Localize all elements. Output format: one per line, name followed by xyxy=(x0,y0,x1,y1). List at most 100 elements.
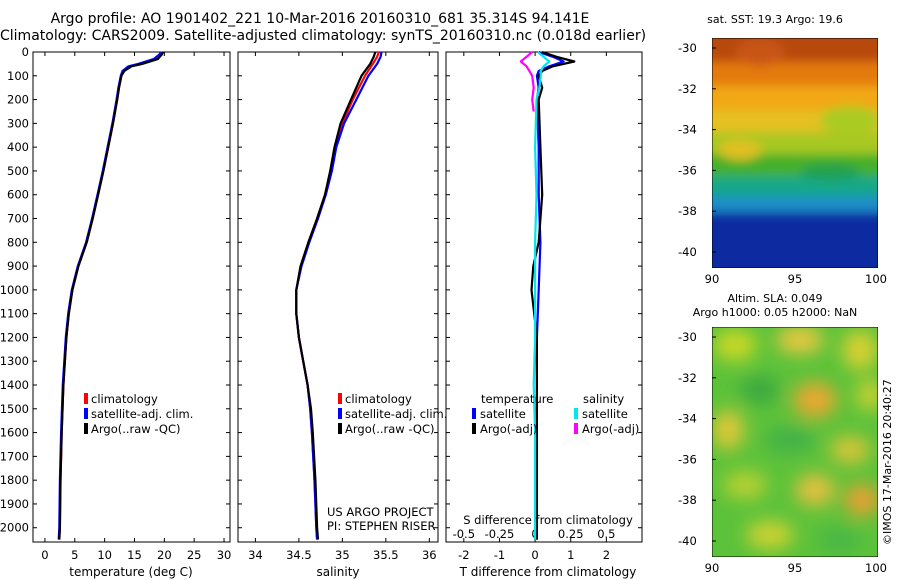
legend-label-t-argo: Argo(-adj) xyxy=(480,422,537,436)
salinity-legend: climatology satellite-adj. clim. Argo(..… xyxy=(338,392,447,436)
sal-xtick-label: 35 xyxy=(335,548,350,562)
legend-label-satellite-adj: satellite-adj. clim. xyxy=(345,407,447,421)
sal-xtick-label: 34.5 xyxy=(286,548,312,562)
sla-map: -30 -32 -34 -36 -38 -40 90 95 100 xyxy=(678,327,887,575)
sst-xtick-label: 100 xyxy=(865,272,887,286)
series-line-s-satellite xyxy=(532,51,551,540)
legend-label-t-satellite: satellite xyxy=(480,407,526,421)
legend-label-argo: Argo(..raw -QC) xyxy=(345,422,435,436)
legend-swatch-t-satellite xyxy=(472,408,476,419)
series-line-t-satellite xyxy=(535,50,565,540)
ytick-label: 800 xyxy=(7,235,29,249)
difference-xlabel: T difference from climatology xyxy=(459,565,637,579)
sal-xtick-label: 35.5 xyxy=(373,548,399,562)
ytick-label: 1700 xyxy=(0,449,29,463)
sla-xtick-label: 95 xyxy=(788,561,803,575)
s-difference-tick-label: 0.5 xyxy=(597,527,615,541)
temp-xtick-label: 5 xyxy=(71,548,78,562)
temp-xtick-label: 0 xyxy=(41,548,48,562)
series-line-s-argo-adj- xyxy=(519,51,535,112)
ytick-label: 1100 xyxy=(0,307,29,321)
sst-xtick-label: 95 xyxy=(788,272,803,286)
legend-label-s-satellite: satellite xyxy=(582,407,628,421)
difference-axes-frame xyxy=(445,51,643,543)
sst-ytick-label: -40 xyxy=(678,245,697,259)
sla-map-title-line-1: Altim. SLA: 0.049 xyxy=(727,292,823,305)
figure-title-line-2: Climatology: CARS2009. Satellite-adjuste… xyxy=(0,28,647,44)
sla-xtick-label: 100 xyxy=(865,561,887,575)
ytick-label: 900 xyxy=(7,259,29,273)
ytick-label: 1200 xyxy=(0,330,29,344)
diff-xtick-label: 0 xyxy=(531,548,538,562)
ytick-label: 500 xyxy=(7,164,29,178)
s-difference-label: S difference from climatology xyxy=(463,513,633,527)
legend-swatch-satellite-adj xyxy=(84,408,88,419)
s-difference-tick-label: 0.25 xyxy=(558,527,584,541)
sla-xtick-label: 90 xyxy=(705,561,720,575)
diff-xtick-label: 2 xyxy=(603,548,610,562)
imos-timestamp: ©IMOS 17-Mar-2016 20:40:27 xyxy=(881,379,894,545)
temp-xtick-label: 20 xyxy=(157,548,172,562)
difference-panel: -2 -1 0 1 2-0.5 -0.25 0 0.25 0.5 S difference fr… xyxy=(445,50,643,579)
sst-map-title: sat. SST: 19.3 Argo: 19.6 xyxy=(707,13,843,26)
series-line-climatology xyxy=(58,51,163,540)
ytick-label: 200 xyxy=(7,93,29,107)
s-difference-tick-label: -0.5 xyxy=(453,527,475,541)
ytick-label: 2000 xyxy=(0,521,29,535)
pi-annotation: PI: STEPHEN RISER xyxy=(327,519,436,533)
salinity-panel: 34 34.5 35 35.5 36 salinity US ARGO PROJECT … xyxy=(237,51,439,579)
series-line-climatology xyxy=(295,51,380,540)
s-difference-tick-label: -0.25 xyxy=(485,527,515,541)
diff-xtick-label: -2 xyxy=(458,548,469,562)
ytick-label: 600 xyxy=(7,188,29,202)
temperature-legend: climatology satellite-adj. clim. Argo(..… xyxy=(84,392,193,436)
ytick-label: 100 xyxy=(7,69,29,83)
ytick-label: 1000 xyxy=(0,283,29,297)
ytick-label: 1400 xyxy=(0,378,29,392)
ytick-label: 1800 xyxy=(0,473,29,487)
diff-xtick-label: 1 xyxy=(567,548,574,562)
sst-ytick-label: -38 xyxy=(678,204,697,218)
ytick-label: 1600 xyxy=(0,426,29,440)
legend-swatch-satellite-adj xyxy=(338,408,342,419)
ytick-label: 300 xyxy=(7,116,29,130)
temperature-xlabel: temperature (deg C) xyxy=(69,565,192,579)
sla-ytick-label: -40 xyxy=(678,534,697,548)
sal-xtick-label: 36 xyxy=(422,548,437,562)
legend-swatch-argo xyxy=(338,423,342,434)
temp-xtick-label: 30 xyxy=(217,548,232,562)
temperature-panel: 0100200300400500600700800900100011001200… xyxy=(0,45,231,579)
legend-swatch-s-satellite xyxy=(574,408,578,419)
sla-ytick-label: -36 xyxy=(678,452,697,466)
sst-ytick-label: -32 xyxy=(678,82,697,96)
legend-swatch-t-argo xyxy=(472,423,476,434)
temp-xtick-label: 15 xyxy=(127,548,142,562)
legend-swatch-climatology xyxy=(338,393,342,404)
legend-label-argo: Argo(..raw -QC) xyxy=(91,422,181,436)
sst-ytick-label: -36 xyxy=(678,163,697,177)
series-line-satellite-adj-clim- xyxy=(295,51,383,540)
difference-legend: temperature salinity satellite Argo(-adj… xyxy=(472,392,639,436)
ytick-label: 1300 xyxy=(0,354,29,368)
diff-xtick-label: -1 xyxy=(494,548,505,562)
series-line-satellite-adj-clim- xyxy=(57,51,162,540)
legend-label-satellite-adj: satellite-adj. clim. xyxy=(91,407,193,421)
salinity-xlabel: salinity xyxy=(316,565,359,579)
ytick-label: 1500 xyxy=(0,402,29,416)
sst-map-image xyxy=(712,38,878,268)
temperature-axes-frame xyxy=(32,51,231,543)
legend-label-s-argo: Argo(-adj) xyxy=(582,422,639,436)
sst-ytick-label: -30 xyxy=(678,41,697,55)
temp-xtick-label: 25 xyxy=(187,548,202,562)
ytick-label: 0 xyxy=(22,45,29,59)
project-annotation: US ARGO PROJECT xyxy=(327,505,435,519)
figure-title-line-1: Argo profile: AO 1901402_221 10-Mar-2016… xyxy=(50,11,590,27)
legend-label-climatology: climatology xyxy=(345,392,412,406)
series-line-argo-raw-qc- xyxy=(295,51,377,540)
temp-xtick-label: 10 xyxy=(97,548,112,562)
sla-ytick-label: -32 xyxy=(678,371,697,385)
sla-map-image xyxy=(712,327,878,557)
sst-map: -30 -32 -34 -36 -38 -40 90 95 100 xyxy=(678,38,887,286)
ytick-label: 700 xyxy=(7,212,29,226)
